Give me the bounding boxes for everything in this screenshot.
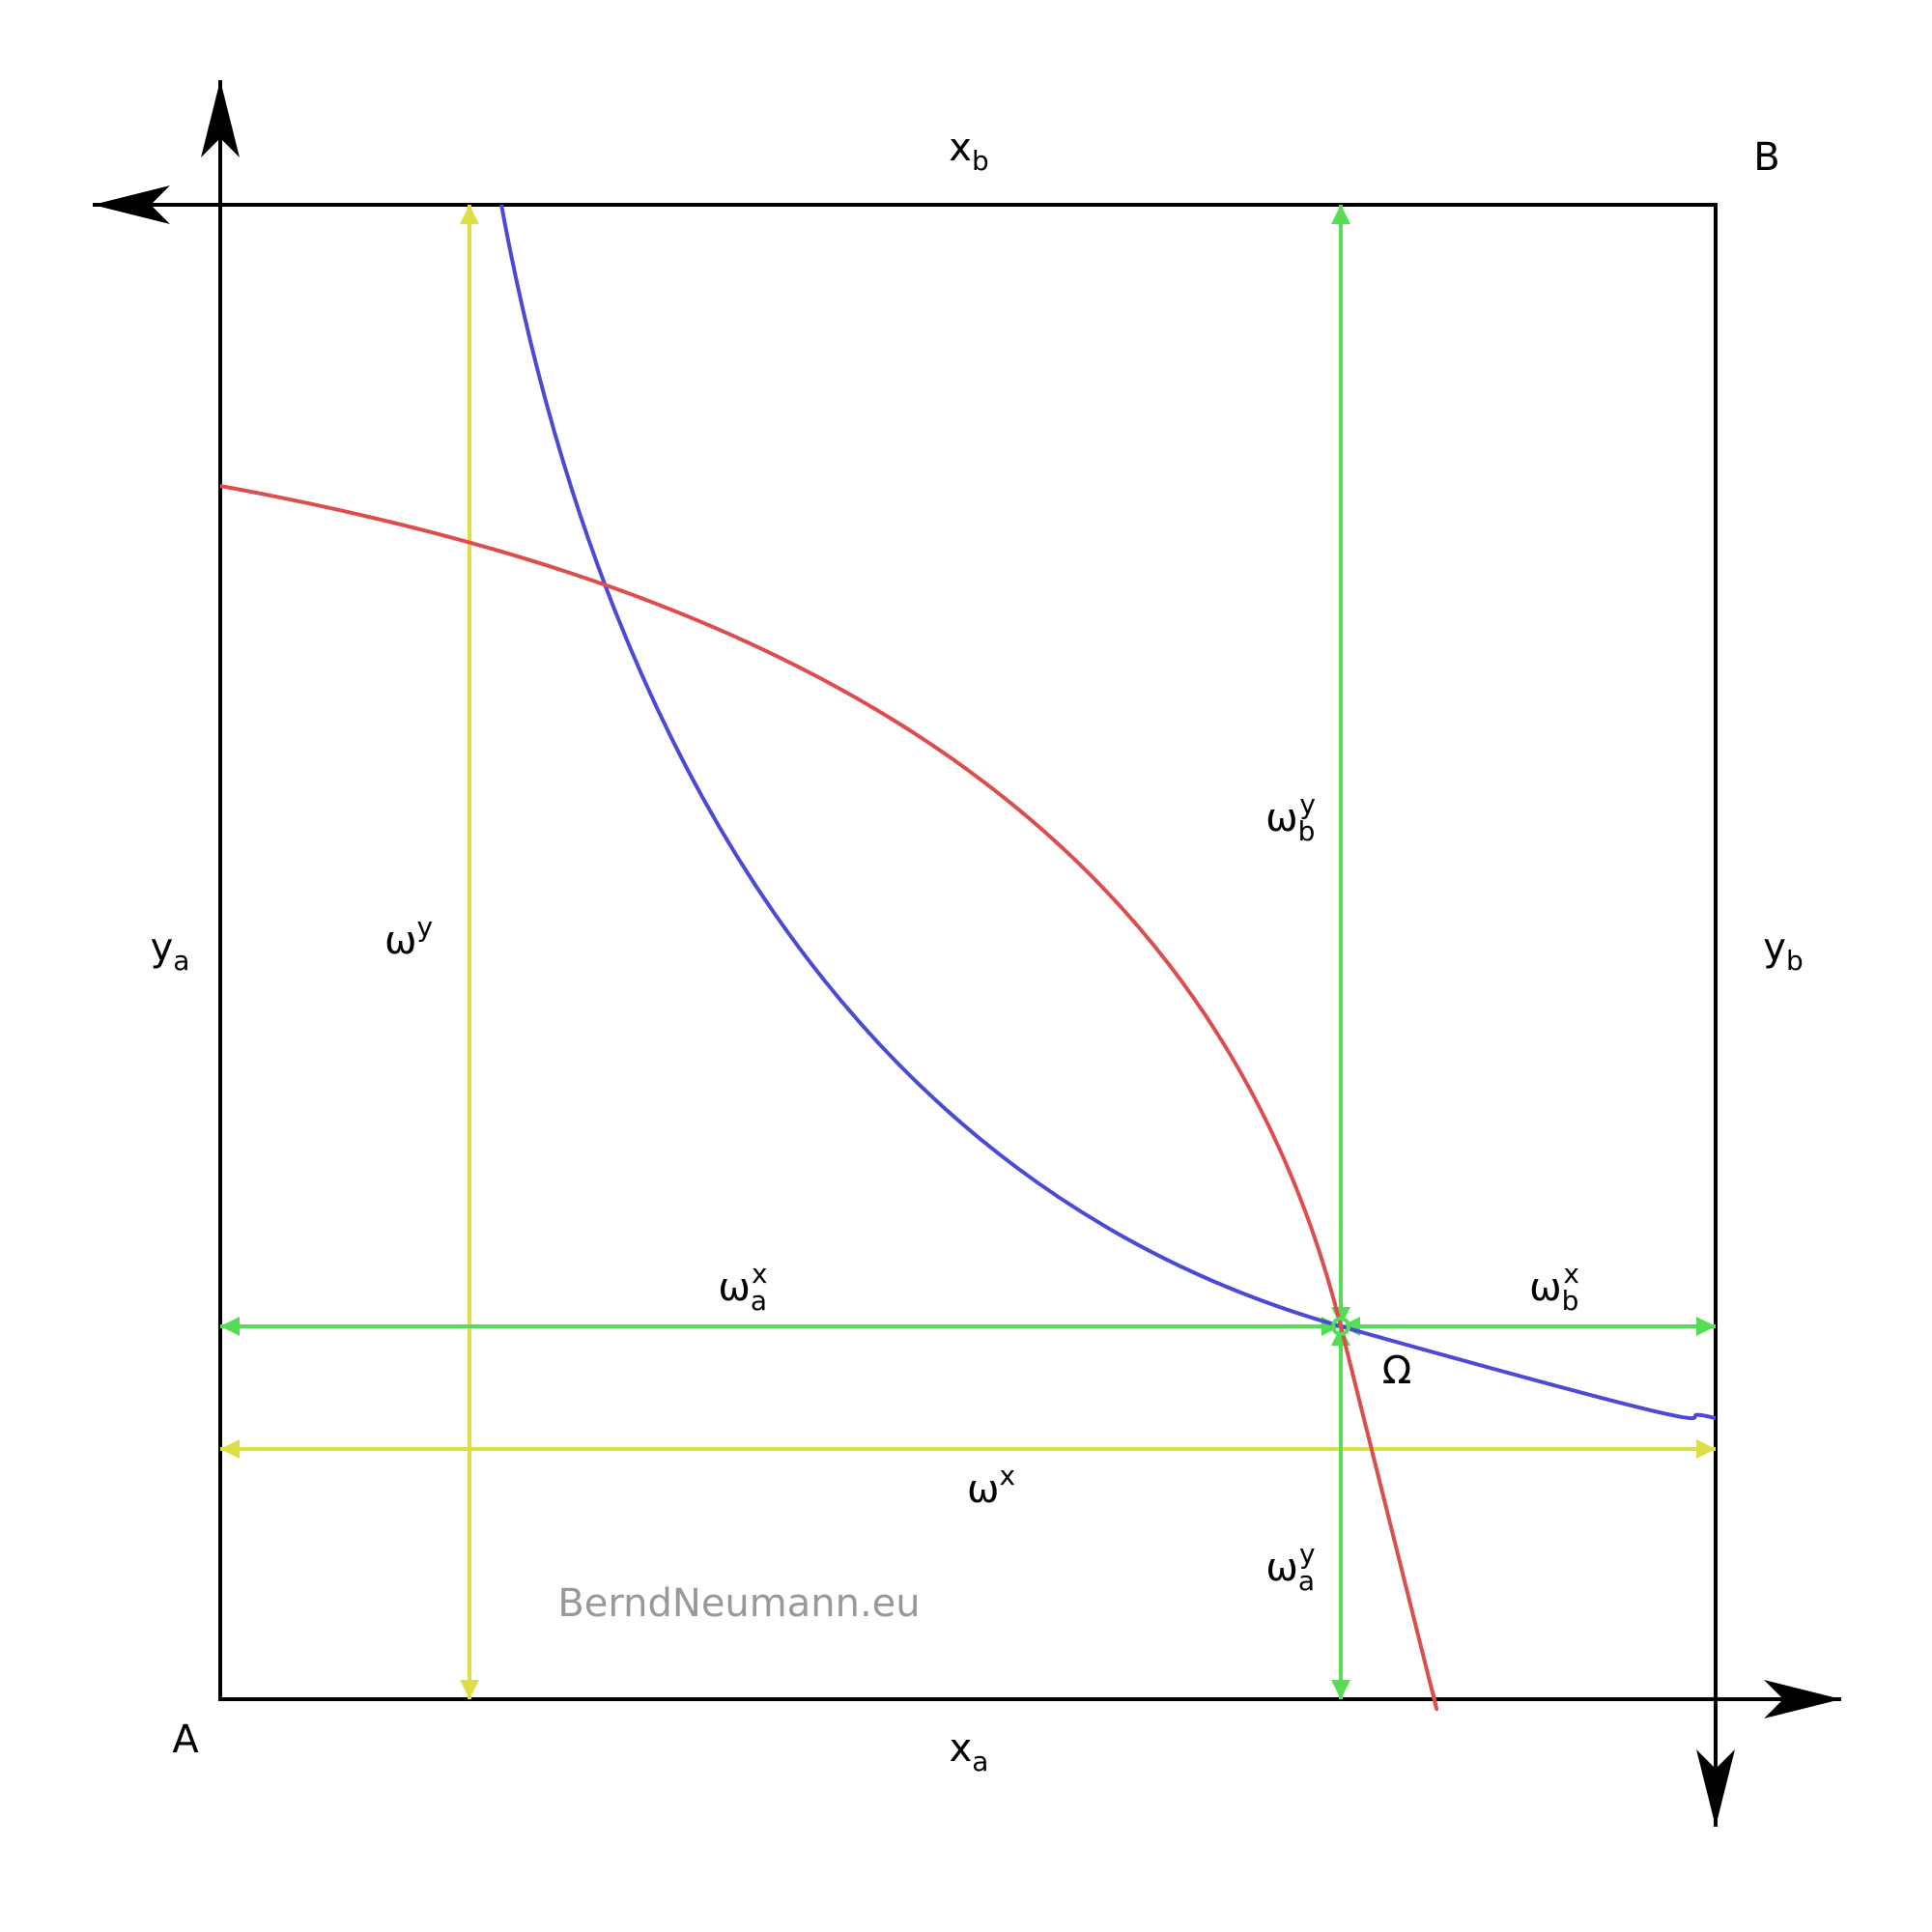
label-base: ω — [1265, 796, 1298, 840]
label-omega-x: ωx — [967, 1460, 1015, 1512]
label-sup: x — [752, 1258, 768, 1290]
label-sub: b — [972, 145, 989, 177]
label-x-a: xa — [950, 1726, 989, 1777]
label-base: ω — [718, 1265, 751, 1310]
label-sub: b — [1786, 945, 1804, 977]
label-base: y — [1763, 925, 1786, 970]
label-sup: y — [1299, 1538, 1316, 1570]
indifference-curve-a — [219, 484, 1439, 1711]
endowment-point — [1331, 1317, 1350, 1336]
label-sub: a — [972, 1746, 988, 1777]
label-sup: x — [1563, 1258, 1579, 1290]
watermark: BerndNeumann.eu — [557, 1581, 920, 1626]
label-base: x — [950, 1726, 973, 1771]
label-y-a: ya — [151, 925, 190, 977]
label-sub: a — [173, 945, 189, 977]
label-sub: a — [751, 1285, 767, 1317]
label-omega-b-x: ωbx — [1529, 1258, 1579, 1317]
label-omega-a-x: ωax — [718, 1258, 767, 1317]
label-Omega: Ω — [1382, 1349, 1412, 1393]
label-base: ω — [1529, 1265, 1562, 1310]
label-sup: y — [1299, 788, 1316, 820]
label-omega-b-y: ωby — [1265, 788, 1316, 847]
label-y-b: yb — [1763, 925, 1803, 977]
label-base: y — [151, 925, 174, 970]
label-omega-a-y: ωay — [1265, 1538, 1315, 1597]
indifference-curve-b — [499, 204, 1717, 1421]
label-x-b: xb — [949, 126, 988, 177]
label-A: A — [172, 1718, 199, 1762]
label-base: ω — [384, 919, 417, 963]
label-sup: x — [999, 1460, 1015, 1492]
label-base: ω — [1265, 1546, 1298, 1590]
label-omega-y: ωy — [384, 911, 433, 963]
label-sup: y — [416, 911, 433, 943]
label-base: ω — [967, 1467, 1000, 1512]
label-B: B — [1753, 135, 1779, 180]
label-base: x — [949, 126, 972, 170]
label-sub: a — [1298, 1565, 1315, 1597]
label-sub: b — [1562, 1285, 1579, 1317]
label-sub: b — [1298, 815, 1316, 847]
